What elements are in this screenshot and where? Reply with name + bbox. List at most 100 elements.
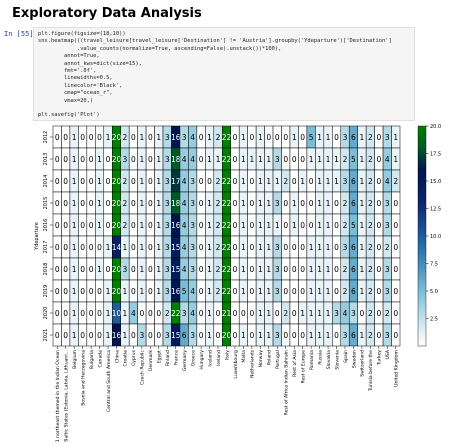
heatmap-cell-label: 1 [309,265,314,274]
heatmap-cell-label: 3 [165,331,170,340]
column-tick-label: Greece [190,350,196,367]
heatmap-cell-label: 4 [190,155,195,164]
heatmap-cell-label: 1 [317,243,322,252]
heatmap-cell-label: 2 [368,177,373,186]
heatmap-cell-label: 4 [182,243,187,252]
heatmap-cell-label: 0 [97,309,102,318]
heatmap-cell-label: 0 [393,287,398,296]
heatmap-cell-label: 0 [300,221,305,230]
heatmap-cell-label: 0 [300,155,305,164]
heatmap-cell-label: 1 [317,331,322,340]
heatmap-cell-label: 0 [148,265,153,274]
code-cell[interactable]: plt.figure(figsize=(18,10)) sns.heatmap((… [33,27,415,121]
heatmap-cell-label: 1 [139,155,144,164]
code-line: annot=True, [38,53,100,60]
heatmap-cell-label: 0 [80,331,85,340]
heatmap-cell-label: 3 [190,199,195,208]
heatmap-cell-label: 0 [207,177,212,186]
heatmap-cell-label: 0 [249,265,254,274]
heatmap-cell-label: 0 [97,331,102,340]
heatmap-cell-label: 0 [63,243,68,252]
heatmap-cell-label: 1 [317,199,322,208]
heatmap-cell-label: 1 [309,331,314,340]
heatmap-cell-label: 6 [351,199,356,208]
heatmap-cell-label: 2 [343,221,348,230]
colorbar-tick-label: 5.0 [430,289,438,295]
column-tick-label: Poland [267,350,273,365]
heatmap-cell-label: 1 [241,177,246,186]
heatmap-cell-label: 0 [80,243,85,252]
heatmap-cell-label: 1 [309,309,314,318]
heatmap-cell-label: 16 [112,331,122,340]
heatmap-cell-label: 0 [55,243,60,252]
heatmap-cell-label: 1 [393,133,398,142]
heatmap-cell-label: 3 [343,133,348,142]
column-tick-label: Baltic States (Estonia, Latvia, Lithuani… [63,350,69,442]
heatmap-cell-label: 0 [199,177,204,186]
heatmap-cell-label: 1 [317,177,322,186]
heatmap-cell-label: 0 [55,199,60,208]
heatmap-cell-label: 3 [165,199,170,208]
heatmap-cell-label: 1 [360,265,365,274]
heatmap-cell-label: 1 [360,287,365,296]
heatmap-cell-label: 0 [106,177,111,186]
heatmap-cell-label: 0 [199,199,204,208]
heatmap-cell-label: 1 [258,287,263,296]
heatmap-cell-label: 1 [266,243,271,252]
heatmap-cell-label: 15 [171,331,181,340]
heatmap-cell-label: 0 [233,199,238,208]
heatmap-cell-label: 0 [80,155,85,164]
heatmap-cell-label: 1 [300,177,305,186]
heatmap-cell-label: 0 [55,221,60,230]
heatmap-cell-label: 2 [368,243,373,252]
heatmap-cell-label: 0 [131,221,136,230]
heatmap-cell-label: 0 [249,199,254,208]
heatmap-cell-label: 4 [182,199,187,208]
heatmap-cell-label: 1 [241,243,246,252]
heatmap-cell-label: 1 [139,133,144,142]
heatmap-cell-label: 1 [275,221,280,230]
row-tick-label: 2012 [43,131,49,144]
column-tick-label: Egypt [157,350,163,363]
column-tick-label: Rest of Africa Indian Bahrain [284,350,290,415]
heatmap-cell-label: 22 [222,133,232,142]
heatmap-cell-label: 0 [148,309,153,318]
heatmap-cell-label: 2 [283,309,288,318]
heatmap-cell-label: 1 [326,287,331,296]
column-tick-label: 1 northeast themed in the Indian Ocean [55,350,61,442]
heatmap-cell-label: 1 [360,331,365,340]
heatmap-cell-label: 1 [317,155,322,164]
heatmap-cell-label: 2 [123,199,128,208]
heatmap-cell-label: 5 [309,133,314,142]
heatmap-cell-label: 6 [351,331,356,340]
heatmap-cell-label: 18 [171,155,181,164]
heatmap-cell-label: 0 [63,133,68,142]
heatmap-cell-label: 1 [207,265,212,274]
heatmap-cell-label: 1 [207,221,212,230]
column-tick-label: Ireland [216,350,222,366]
heatmap-cell-label: 1 [106,287,111,296]
heatmap-cell-label: 6 [351,265,356,274]
heatmap-cell-label: 2 [368,265,373,274]
row-tick-label: 2013 [43,153,49,166]
heatmap-cell-label: 0 [309,221,314,230]
heatmap-cell-label: 1 [326,331,331,340]
heatmap-cell-label: 1 [266,265,271,274]
heatmap-cell-label: 1 [156,177,161,186]
heatmap-cell-label: 0 [55,331,60,340]
heatmap-cell-label: 0 [63,331,68,340]
heatmap-cell-label: 1 [309,287,314,296]
heatmap-cell-label: 0 [148,287,153,296]
heatmap-cell-label: 3 [165,155,170,164]
heatmap-cell-label: 3 [190,221,195,230]
heatmap-cell-label: 3 [275,199,280,208]
heatmap-cell-label: 1 [266,331,271,340]
heatmap-cell-label: 16 [171,221,181,230]
heatmap-cell-label: 0 [376,331,381,340]
heatmap-cell-label: 3 [165,265,170,274]
heatmap-cell-label: 1 [360,199,365,208]
heatmap-cell-label: 1 [156,199,161,208]
heatmap-cell-label: 0 [131,265,136,274]
column-tick-label: Romania [309,350,315,370]
column-tick-label: Slovakia [326,350,332,369]
